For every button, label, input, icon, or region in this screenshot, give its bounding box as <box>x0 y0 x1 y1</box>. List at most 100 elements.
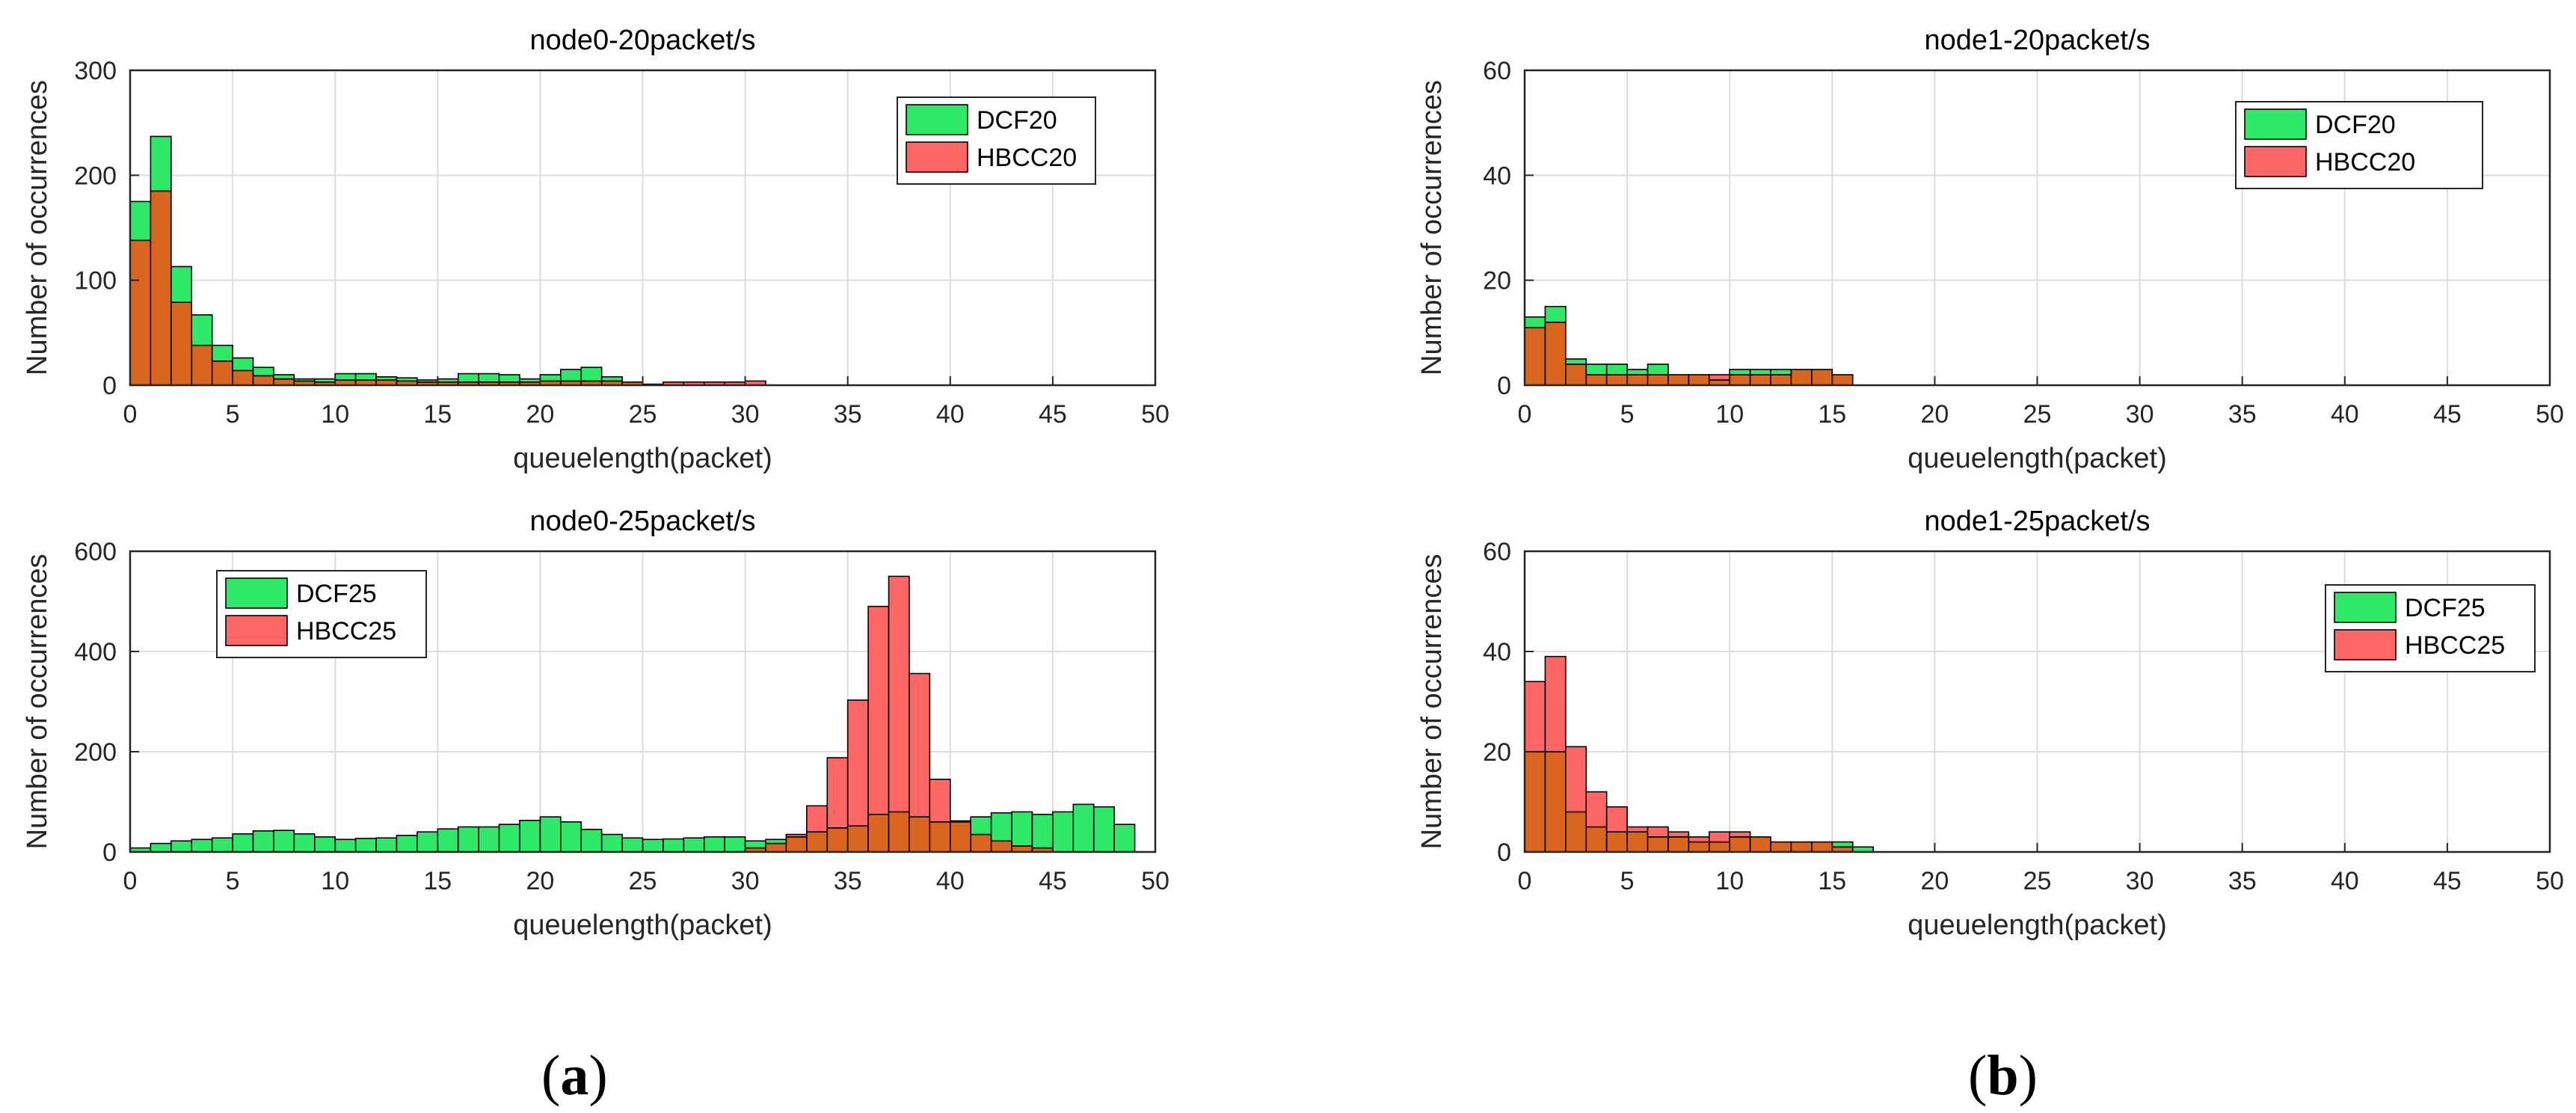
bar-overlap <box>846 825 869 853</box>
bar-dcf <box>232 833 254 853</box>
y-tick-label: 200 <box>74 738 117 767</box>
bar-dcf <box>1729 369 1751 375</box>
bar-dcf <box>375 375 398 381</box>
bar-overlap <box>950 821 972 853</box>
x-tick-label: 10 <box>321 400 349 429</box>
bar-overlap <box>1667 836 1690 853</box>
bar-overlap <box>826 827 849 853</box>
bar-dcf <box>211 837 233 853</box>
legend-label-dcf: DCF25 <box>296 580 377 608</box>
bar-dcf <box>703 836 725 853</box>
bar-dcf <box>683 837 705 853</box>
bar-dcf <box>252 367 274 377</box>
bar-dcf <box>560 821 582 853</box>
y-tick-label: 20 <box>1483 738 1511 767</box>
bar-dcf <box>129 200 152 242</box>
bar-hbcc <box>785 833 808 838</box>
x-tick-label: 5 <box>226 400 240 429</box>
bar-dcf <box>1770 369 1792 375</box>
y-axis-label: Number of occurrences <box>22 80 53 375</box>
x-tick-label: 35 <box>834 400 862 429</box>
bar-overlap <box>1749 374 1771 386</box>
bar-hbcc <box>1667 831 1690 838</box>
bar-overlap <box>909 816 931 853</box>
bar-dcf <box>990 812 1012 842</box>
y-tick-label: 60 <box>1483 57 1511 85</box>
bar-dcf <box>396 835 418 853</box>
panel-label-a: (a) <box>541 1043 608 1109</box>
y-tick-label: 100 <box>74 267 117 295</box>
bar-dcf <box>1031 813 1054 849</box>
y-tick-label: 300 <box>74 57 117 85</box>
bar-dcf <box>539 816 562 853</box>
bar-dcf <box>1831 841 1854 848</box>
bar-hbcc <box>929 779 951 823</box>
x-tick-label: 15 <box>1818 400 1846 429</box>
bar-dcf <box>621 837 644 853</box>
x-tick-label: 45 <box>2433 867 2462 895</box>
x-axis-label: queuelength(packet) <box>513 910 772 941</box>
bar-dcf <box>1524 316 1546 328</box>
bar-dcf <box>313 378 336 383</box>
x-tick-label: 20 <box>1920 400 1949 429</box>
bar-dcf <box>1072 803 1095 853</box>
panel-label-b-open: ( <box>1968 1044 1988 1107</box>
bar-dcf <box>232 357 254 372</box>
bar-dcf <box>1626 369 1649 375</box>
x-tick-label: 30 <box>731 867 760 895</box>
chart-title: node1-25packet/s <box>1924 506 2150 537</box>
panel-label-b-letter: b <box>1987 1044 2019 1107</box>
bar-overlap <box>1729 374 1751 386</box>
y-axis-label: Number of occurrences <box>1416 554 1448 850</box>
bar-dcf <box>663 838 685 853</box>
x-tick-label: 10 <box>321 867 349 895</box>
bar-dcf <box>354 372 377 381</box>
bar-dcf <box>519 378 541 383</box>
legend-swatch-dcf <box>906 104 968 135</box>
y-tick-label: 400 <box>74 638 117 666</box>
bar-overlap <box>1605 374 1628 386</box>
bar-dcf <box>416 379 439 383</box>
bar-hbcc <box>1585 791 1608 828</box>
chart-title: node0-20packet/s <box>529 25 755 56</box>
bar-dcf <box>416 831 439 853</box>
x-tick-label: 25 <box>2023 400 2052 429</box>
bar-overlap <box>1626 831 1649 853</box>
bar-overlap <box>129 239 152 386</box>
bar-overlap <box>1524 751 1546 853</box>
legend-swatch-hbcc <box>2334 629 2397 660</box>
x-tick-label: 0 <box>123 400 138 429</box>
bar-overlap <box>211 360 233 386</box>
y-tick-label: 600 <box>74 538 117 566</box>
bar-hbcc <box>1708 374 1731 381</box>
x-tick-label: 25 <box>2023 867 2052 895</box>
y-axis-label: Number of occurrences <box>22 554 53 850</box>
x-tick-label: 45 <box>2433 400 2462 429</box>
bar-dcf <box>293 833 316 853</box>
bar-hbcc <box>806 805 829 833</box>
bar-dcf <box>498 824 520 853</box>
bar-overlap <box>1688 374 1710 386</box>
y-tick-label: 0 <box>1497 372 1511 400</box>
x-tick-label: 40 <box>2331 400 2359 429</box>
bar-overlap <box>1544 751 1567 853</box>
bar-overlap <box>232 370 254 386</box>
x-tick-label: 0 <box>123 867 138 895</box>
bar-dcf <box>1011 811 1033 847</box>
bar-dcf <box>478 826 500 853</box>
x-tick-label: 20 <box>526 400 554 429</box>
bar-dcf <box>313 836 336 853</box>
bar-overlap <box>1688 841 1710 853</box>
bar-overlap <box>1585 374 1608 386</box>
bar-dcf <box>1605 364 1628 375</box>
bar-dcf <box>580 829 603 853</box>
y-tick-label: 20 <box>1483 267 1511 295</box>
bar-dcf <box>273 830 295 853</box>
x-tick-label: 35 <box>834 867 862 895</box>
bar-hbcc <box>826 757 849 829</box>
bar-overlap <box>1647 836 1669 853</box>
legend: DCF20 HBCC20 <box>897 96 1096 185</box>
bar-overlap <box>1790 369 1813 386</box>
bar-dcf <box>191 314 213 346</box>
